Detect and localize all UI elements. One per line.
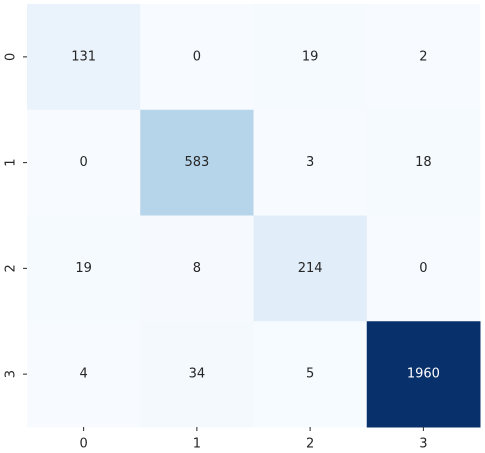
heatmap-cell: [140, 215, 254, 322]
cell-label: 2: [419, 49, 427, 64]
heatmap-cell: [253, 109, 368, 216]
cell-label: 0: [419, 261, 427, 276]
y-tick-label: 3: [4, 370, 19, 378]
heatmap-cell: [27, 109, 141, 216]
cell-label: 5: [306, 367, 314, 382]
x-tick-label: 1: [193, 437, 201, 452]
cell-label: 1960: [407, 367, 440, 382]
cell-label: 3: [306, 155, 314, 170]
cell-label: 0: [193, 49, 201, 64]
x-tick-label: 0: [79, 437, 87, 452]
heatmap-cell: [253, 215, 368, 322]
heatmap-cell: [140, 109, 254, 216]
y-tick-label: 2: [4, 264, 19, 272]
y-tick-label: 0: [4, 53, 19, 61]
heatmap-cell: [27, 215, 141, 322]
cell-label: 0: [79, 155, 87, 170]
heatmap-cell: [27, 4, 141, 111]
y-tick-label: 1: [4, 158, 19, 166]
x-tick-label: 3: [419, 437, 427, 452]
cell-label: 4: [79, 367, 87, 382]
heatmap-cell: [253, 4, 368, 111]
cell-label: 583: [184, 155, 209, 170]
heatmap-cell: [366, 109, 481, 216]
heatmap-cell: [140, 321, 254, 428]
heatmap-cell: [366, 321, 481, 428]
heatmap-cell: [366, 215, 481, 322]
cell-label: 19: [75, 261, 92, 276]
heatmap-cell: [27, 321, 141, 428]
heatmap-cell: [366, 4, 481, 111]
heatmap-cell: [140, 4, 254, 111]
cell-label: 131: [71, 49, 96, 64]
cell-label: 34: [189, 367, 206, 382]
cell-label: 8: [193, 261, 201, 276]
cell-label: 19: [302, 49, 319, 64]
heatmap-cell: [253, 321, 368, 428]
cell-label: 214: [298, 261, 323, 276]
cell-label: 18: [415, 155, 432, 170]
x-tick-label: 2: [306, 437, 314, 452]
